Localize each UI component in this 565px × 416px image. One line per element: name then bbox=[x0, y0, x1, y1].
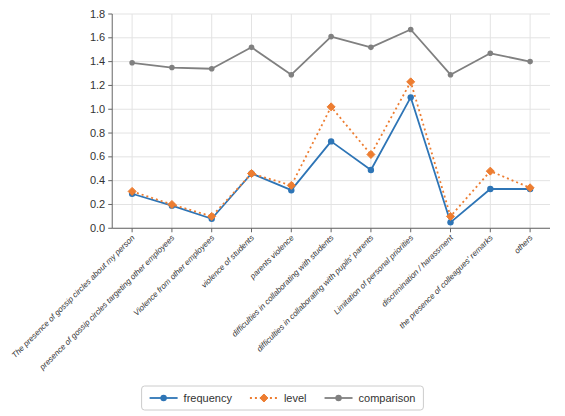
y-tick bbox=[108, 156, 112, 157]
point bbox=[368, 45, 374, 51]
y-tick-label: 0.6 bbox=[90, 150, 105, 162]
y-tick bbox=[108, 109, 112, 110]
point bbox=[208, 212, 216, 220]
point bbox=[486, 167, 494, 175]
point bbox=[367, 150, 375, 158]
y-tick-label: 1.0 bbox=[90, 103, 105, 115]
x-grid-line bbox=[530, 14, 531, 228]
y-grid-line bbox=[112, 228, 550, 229]
point bbox=[287, 181, 295, 189]
x-tick bbox=[490, 228, 491, 232]
y-tick-label: 0.8 bbox=[90, 127, 105, 139]
y-tick bbox=[108, 37, 112, 38]
x-tick-label: Limitation of personal priorities bbox=[332, 233, 415, 316]
x-grid-line bbox=[211, 14, 212, 228]
point bbox=[249, 45, 255, 51]
x-axis bbox=[112, 228, 550, 229]
x-tick-label: others bbox=[512, 233, 534, 255]
x-grid-line bbox=[490, 14, 491, 228]
point bbox=[128, 187, 136, 195]
chart-container: 0.00.20.40.60.81.01.21.41.61.8The presen… bbox=[0, 0, 565, 416]
point bbox=[526, 184, 534, 192]
point bbox=[169, 65, 175, 71]
x-grid-line bbox=[171, 14, 172, 228]
legend-label: frequency bbox=[184, 392, 233, 404]
series-line bbox=[132, 82, 530, 217]
x-tick bbox=[410, 228, 411, 232]
legend: frequency level comparison bbox=[142, 386, 424, 410]
x-grid-line bbox=[291, 14, 292, 228]
y-tick bbox=[108, 228, 112, 229]
point bbox=[408, 27, 414, 33]
y-tick-label: 1.4 bbox=[90, 55, 105, 67]
y-tick-label: 0.0 bbox=[90, 222, 105, 234]
point bbox=[328, 138, 334, 144]
point bbox=[527, 59, 533, 65]
legend-marker bbox=[335, 395, 341, 401]
y-tick bbox=[108, 14, 112, 15]
x-tick-label: Violence from other employees bbox=[132, 233, 216, 317]
point bbox=[408, 94, 414, 100]
x-tick-label: discrimination / harassment bbox=[380, 233, 456, 309]
y-tick-label: 1.8 bbox=[90, 8, 105, 20]
point bbox=[448, 72, 454, 78]
x-tick bbox=[132, 228, 133, 232]
x-tick-label: the presence of colleagues' remarks bbox=[398, 233, 495, 330]
x-tick-label: violence of students bbox=[200, 233, 256, 289]
x-tick bbox=[251, 228, 252, 232]
point bbox=[289, 72, 295, 78]
legend-box bbox=[142, 386, 424, 410]
x-tick bbox=[171, 228, 172, 232]
point bbox=[248, 170, 254, 176]
x-tick bbox=[331, 228, 332, 232]
point bbox=[447, 212, 455, 220]
x-tick bbox=[370, 228, 371, 232]
point bbox=[407, 78, 415, 86]
y-tick bbox=[108, 204, 112, 205]
x-grid-line bbox=[450, 14, 451, 228]
grid bbox=[112, 14, 550, 228]
chart: 0.00.20.40.60.81.01.21.41.61.8The presen… bbox=[0, 0, 565, 416]
point bbox=[327, 103, 335, 111]
series-line bbox=[132, 29, 530, 74]
x-tick bbox=[211, 228, 212, 232]
point bbox=[248, 170, 256, 178]
y-tick bbox=[108, 133, 112, 134]
series-line bbox=[132, 97, 530, 222]
legend-label: level bbox=[284, 392, 307, 404]
y-tick bbox=[108, 180, 112, 181]
plot-area bbox=[128, 27, 534, 226]
legend-marker bbox=[160, 395, 166, 401]
y-tick bbox=[108, 61, 112, 62]
point bbox=[368, 167, 374, 173]
x-grid-line bbox=[331, 14, 332, 228]
point bbox=[209, 66, 215, 72]
x-tick bbox=[450, 228, 451, 232]
point bbox=[488, 50, 494, 56]
y-tick-label: 0.4 bbox=[90, 174, 105, 186]
y-tick bbox=[108, 85, 112, 86]
y-tick-label: 1.2 bbox=[90, 79, 105, 91]
x-grid-line bbox=[410, 14, 411, 228]
legend-marker bbox=[260, 394, 268, 402]
legend-label: comparison bbox=[359, 392, 416, 404]
point bbox=[487, 186, 493, 192]
x-tick bbox=[530, 228, 531, 232]
y-tick-label: 0.2 bbox=[90, 198, 105, 210]
y-tick-label: 1.6 bbox=[90, 31, 105, 43]
x-tick-label: presence of gossip circles targeting oth… bbox=[37, 233, 176, 372]
point bbox=[168, 200, 176, 208]
y-axis bbox=[112, 14, 113, 228]
point bbox=[129, 60, 135, 66]
x-tick bbox=[291, 228, 292, 232]
point bbox=[328, 34, 334, 40]
